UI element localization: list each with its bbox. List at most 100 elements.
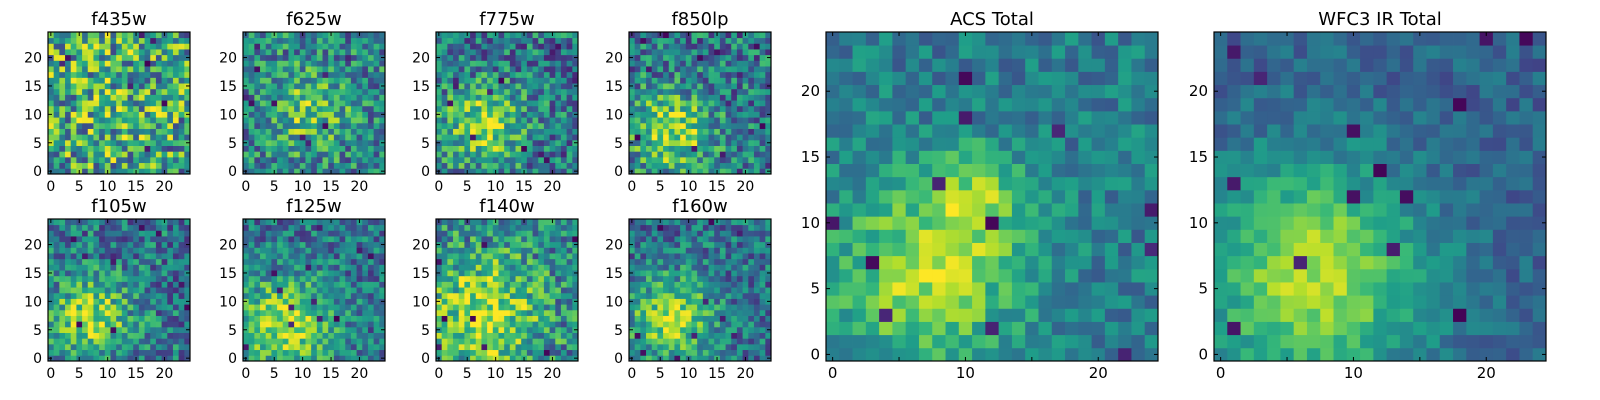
heatmap-cell [725,151,732,158]
heatmap-cell [243,309,250,316]
heatmap-cell [555,105,562,112]
heatmap-cell [549,258,556,265]
heatmap-cell [59,230,66,237]
heatmap-cell [138,219,145,226]
heatmap-cell [93,139,100,146]
heatmap-cell [288,88,295,95]
heatmap-cell [646,128,653,135]
heatmap-cell [487,247,494,254]
heatmap-cell [475,32,482,39]
heatmap-cell [498,230,505,237]
heatmap-cell [316,241,323,248]
heatmap-cell [367,105,375,112]
heatmap-cell [487,326,494,333]
heatmap-cell [265,139,272,146]
heatmap-cell [82,60,89,67]
heatmap-cell [87,122,94,129]
heatmap-cell [504,117,511,124]
heatmap-cell [82,122,89,129]
heatmap-cell [322,32,329,39]
heatmap-cells [629,219,772,362]
heatmap-cell [487,128,494,135]
heatmap-cell [453,321,460,328]
heatmap-cell [680,309,687,316]
heatmap-cell [572,349,579,356]
heatmap-cell [87,105,94,112]
heatmap-cell [640,315,647,322]
heatmap-cell [379,77,386,84]
heatmap-cell [680,100,687,107]
heatmap-cell [133,287,140,294]
heatmap-cell [345,60,352,67]
heatmap-cell [288,224,295,231]
heatmap-cell [714,145,721,152]
heatmap-cell [70,145,77,152]
heatmap-cell [155,156,162,164]
heatmap-cell [668,321,675,328]
heatmap-cell [464,236,471,243]
heatmap-cell [719,32,726,39]
heatmap-cell [121,241,128,248]
heatmap-cell [93,332,100,339]
x-tick-label: 5 [656,179,665,195]
heatmap-cell [178,88,185,95]
heatmap-cell [161,281,168,288]
heatmap-cell [458,270,465,277]
heatmap-cell [116,321,123,328]
heatmap-cell [277,349,284,356]
heatmap-cell [447,71,454,78]
heatmap-cell [538,32,545,39]
heatmap-cell [458,230,465,237]
x-tick-label: 5 [75,366,84,382]
heatmap-cell [543,105,550,112]
heatmap-cell [282,83,289,90]
heatmap-cell [680,83,687,90]
heatmap-cell [53,162,60,169]
heatmap-cell [362,111,369,118]
heatmap-cell [504,168,511,175]
heatmap-cell [260,326,267,333]
heatmap-cell [515,128,522,135]
heatmap-cell [305,355,312,362]
heatmap-cell [560,49,568,56]
heatmap-cell [299,270,306,277]
heatmap-cell [70,156,77,164]
heatmap-cell [748,151,755,158]
heatmap-cell [560,128,568,135]
heatmap-cell [288,275,295,282]
heatmap-cell [470,94,477,101]
heatmap-cell [481,83,488,90]
heatmap-cell [543,304,550,311]
heatmap-cell [566,117,573,124]
heatmap-cell [184,94,191,101]
heatmap-cell [328,264,335,271]
heatmap-cell [322,162,329,169]
heatmap-cell [248,100,255,107]
heatmap-cell [76,281,83,288]
heatmap-cell [294,281,301,288]
heatmap-cell [65,247,72,254]
heatmap-cell [311,287,318,294]
heatmap-cell [714,117,721,124]
heatmap-cell [161,230,168,237]
heatmap-cell [167,241,174,248]
heatmap-cell [470,49,477,56]
heatmap-cell [532,162,539,169]
heatmap-cell [271,264,278,271]
heatmap-cell [441,111,448,118]
heatmap-cell [356,264,363,271]
heatmap-cell [367,66,375,73]
heatmap-cell [509,83,516,90]
heatmap-cell [87,134,94,141]
heatmap-cell [110,151,117,158]
heatmap-cell [87,111,94,118]
heatmap-cell [436,304,443,311]
heatmap-cell [172,71,180,78]
heatmap-cell [271,298,278,305]
heatmap-cell [53,219,60,226]
heatmap-cell [373,253,380,260]
heatmap-cell [634,349,641,356]
heatmap-cell [708,77,715,84]
heatmap-cell [104,304,111,311]
heatmap-cell [674,134,681,141]
